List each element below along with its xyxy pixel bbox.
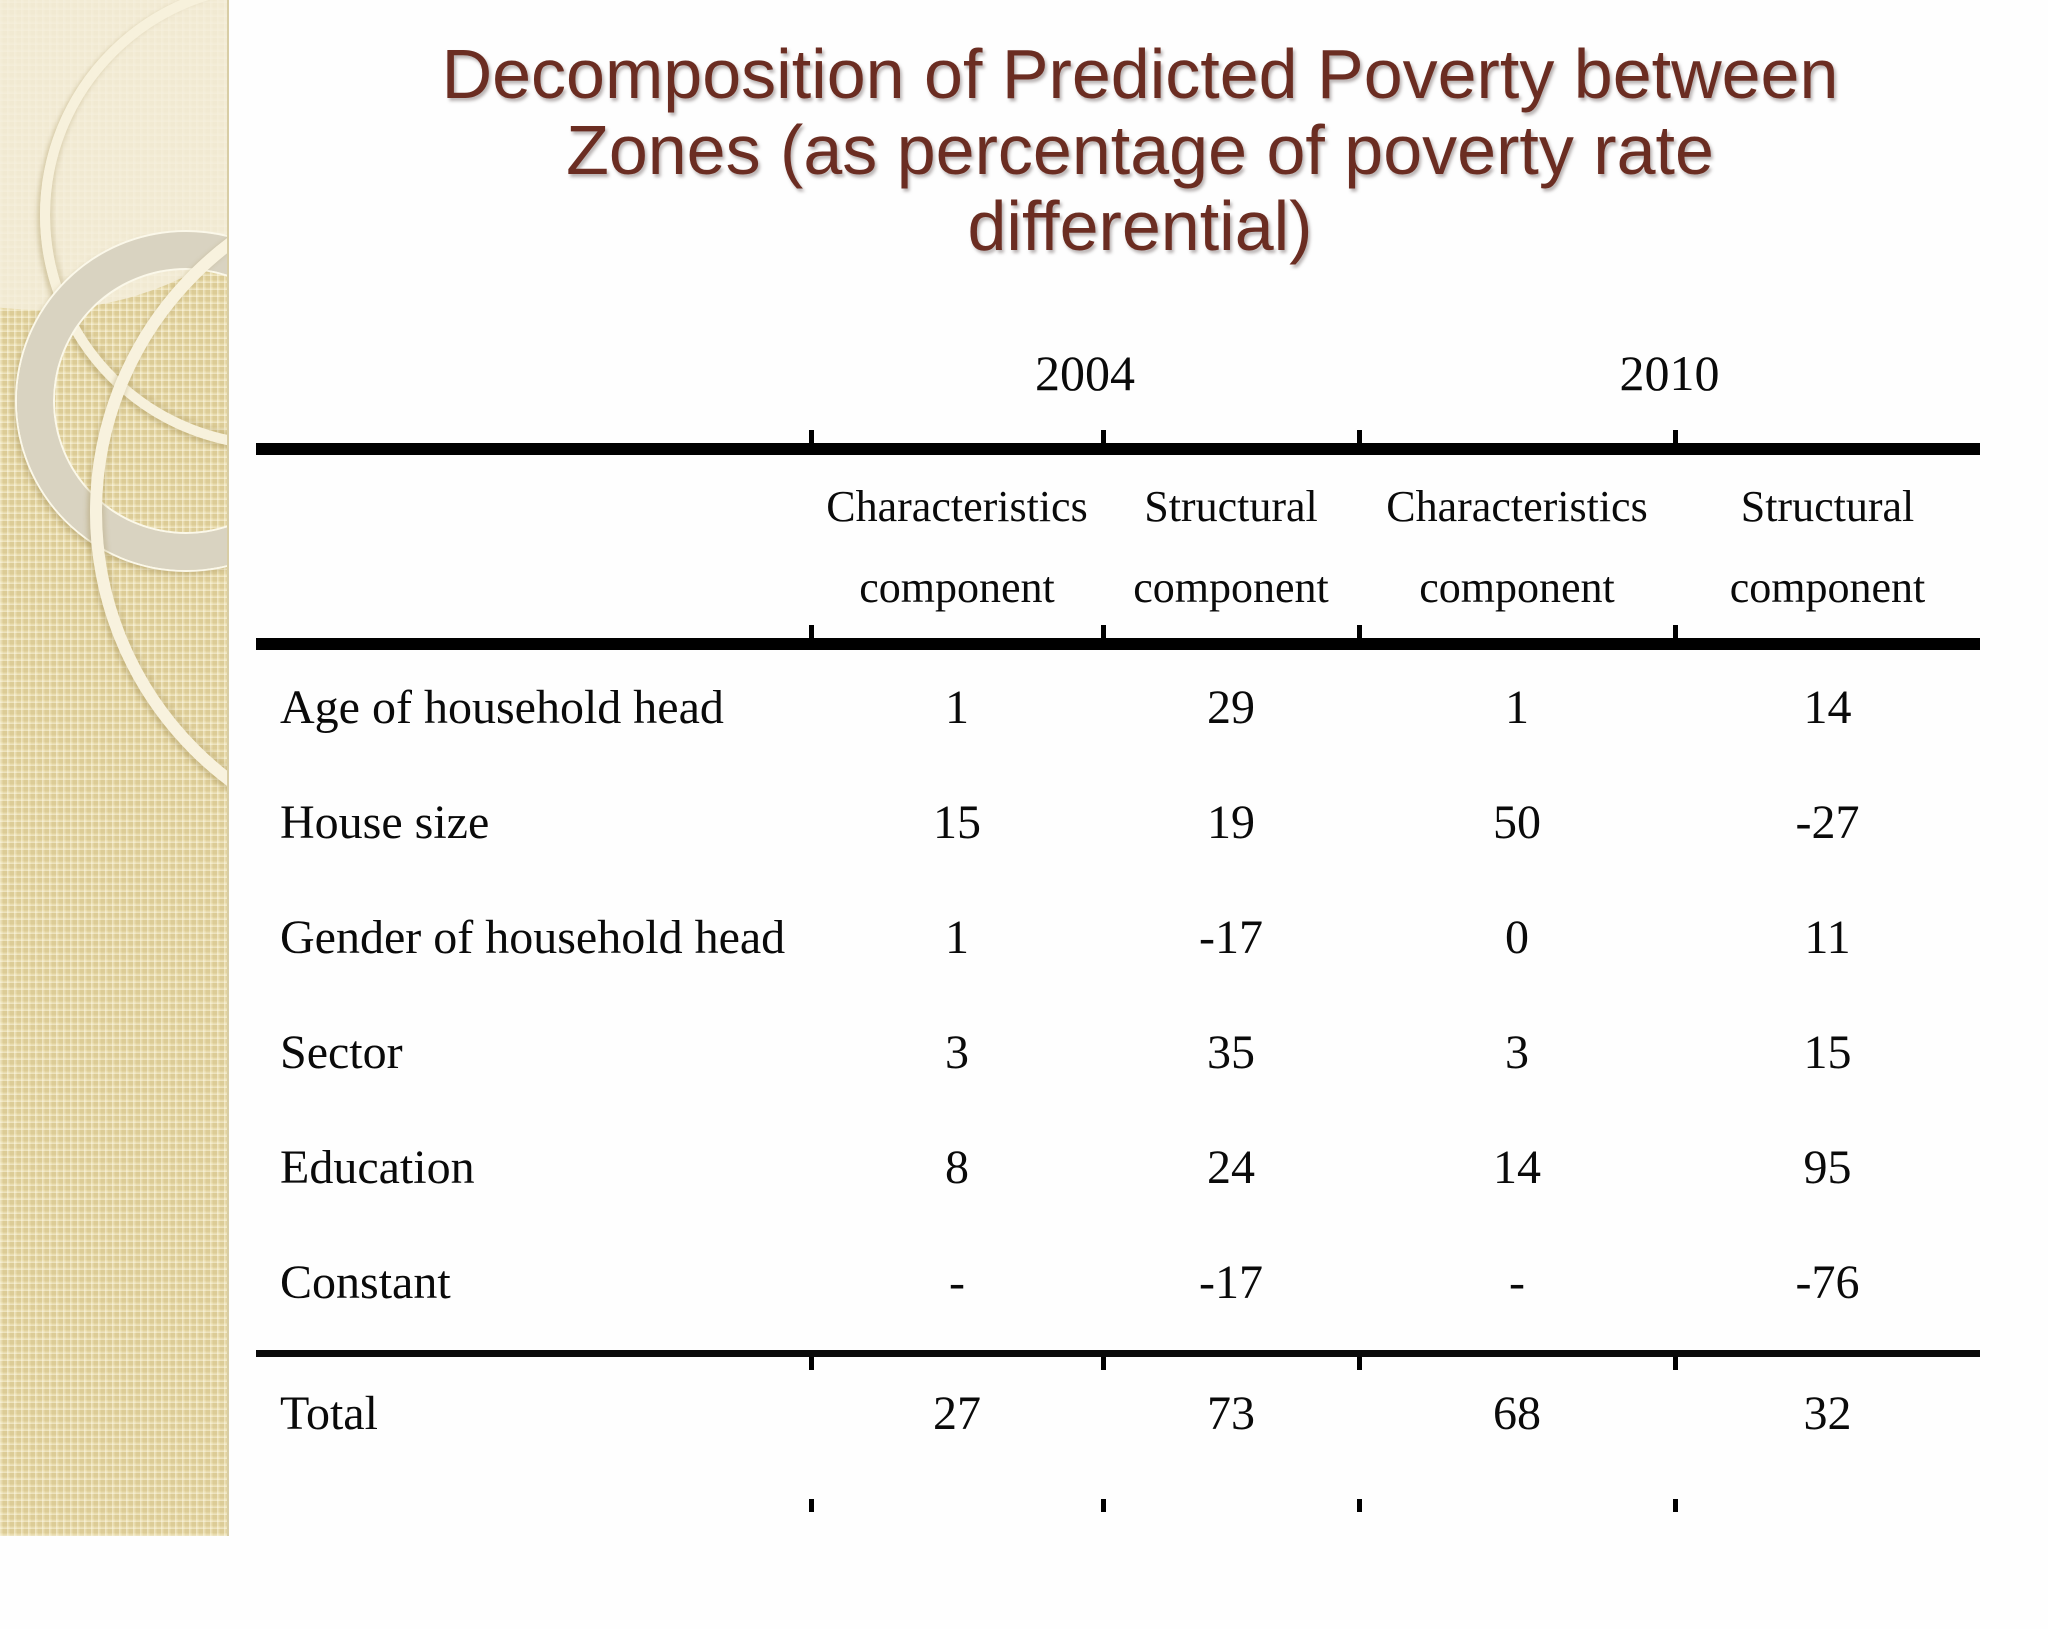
column-header-line: component (1133, 562, 1329, 612)
column-header-line: Structural (1740, 481, 1915, 531)
table-tick (1101, 625, 1106, 638)
table-cell: 19 (1207, 796, 1255, 849)
column-header-line: component (859, 562, 1055, 612)
spacer (256, 415, 1980, 443)
row-label: Constant (280, 1256, 451, 1309)
table-cell: 1 (1505, 681, 1529, 734)
table-tick (809, 625, 814, 638)
decomposition-table: 2004 2010 Characteristics component Stru… (256, 330, 1980, 1629)
table-tick (809, 430, 814, 443)
row-label: Education (280, 1141, 475, 1194)
row-label: Gender of household head (280, 911, 786, 964)
table-tick (1357, 430, 1362, 443)
table-row: House size 15 19 50 -27 (256, 765, 1980, 880)
table-tick (1101, 1357, 1106, 1370)
table-cell: 1 (945, 681, 969, 734)
table-tick (1673, 625, 1678, 638)
table-tick (1673, 1357, 1678, 1370)
table-cell: 14 (1493, 1141, 1541, 1194)
table-cell: 15 (1803, 1026, 1852, 1079)
table-tick (1101, 1499, 1106, 1512)
table-cell: -27 (1795, 796, 1860, 849)
table-cell: 32 (1803, 1386, 1852, 1440)
table-cell: -17 (1199, 911, 1263, 964)
slide-title-line-3: differential) (967, 187, 1313, 265)
table-tick (1673, 430, 1678, 443)
spacer (256, 1340, 1980, 1350)
row-label: House size (280, 796, 490, 849)
table-row: Sector 3 35 3 15 (256, 995, 1980, 1110)
column-header-line: Characteristics (1386, 481, 1648, 531)
table-cell: 14 (1803, 681, 1852, 734)
slide: { "slide": { "title_lines": [ "Decomposi… (0, 0, 2020, 1536)
column-header-row: Characteristics component Structural com… (256, 455, 1980, 638)
table-tick (809, 1499, 814, 1512)
row-label: Sector (280, 1026, 403, 1079)
theme-sidebar (0, 0, 229, 1536)
column-header-line: Characteristics (826, 481, 1088, 531)
table-cell: 3 (1505, 1026, 1529, 1079)
row-label: Age of household head (280, 681, 724, 734)
table-row: Education 8 24 14 95 (256, 1110, 1980, 1225)
table-tick (1357, 625, 1362, 638)
table-total-rule (256, 1350, 1980, 1357)
column-header-line: component (1729, 562, 1926, 612)
table-tick (1357, 1499, 1362, 1512)
table-row: Age of household head 1 29 1 14 (256, 650, 1980, 765)
table-header-rule (256, 638, 1980, 650)
table-cell: - (1509, 1256, 1525, 1309)
table-tick (1357, 1357, 1362, 1370)
table-cell: 27 (933, 1386, 981, 1440)
table-top-rule (256, 443, 1980, 455)
table-cell: 68 (1493, 1386, 1541, 1440)
row-label: Total (280, 1386, 378, 1440)
table-cell: 0 (1505, 911, 1529, 964)
table-cell: 24 (1207, 1141, 1255, 1194)
column-header: Structural component (1103, 455, 1359, 638)
table-cell: 73 (1207, 1386, 1255, 1440)
table-tick (1101, 430, 1106, 443)
table-cell: 50 (1493, 796, 1541, 849)
table-cell: 3 (945, 1026, 969, 1079)
table-cell: 29 (1207, 681, 1255, 734)
table-cell: - (949, 1256, 965, 1309)
table-cell: 35 (1207, 1026, 1255, 1079)
table-cell: 1 (945, 911, 969, 964)
column-header: Structural component (1675, 455, 1980, 638)
column-header: Characteristics component (811, 455, 1103, 638)
table-row: Constant - -17 - -76 (256, 1225, 1980, 1340)
spacer (256, 1469, 1980, 1629)
table-tick (1673, 1499, 1678, 1512)
table-cell: 15 (933, 796, 981, 849)
slide-title-line-1: Decomposition of Predicted Poverty betwe… (441, 35, 1839, 113)
table-cell: 11 (1804, 911, 1851, 964)
column-header-line: component (1419, 562, 1615, 612)
column-header-line: Structural (1144, 481, 1318, 531)
year-header-row: 2004 2010 (256, 330, 1980, 415)
column-header: Characteristics component (1359, 455, 1675, 638)
column-header-empty (256, 455, 811, 638)
table-cell: -17 (1199, 1256, 1263, 1309)
table-total-row: Total 27 73 68 32 (256, 1357, 1980, 1469)
table-cell: 8 (945, 1141, 969, 1194)
slide-title-line-2: Zones (as percentage of poverty rate (566, 111, 1714, 189)
year-header-2010: 2010 (1619, 344, 1720, 401)
table-cell: 95 (1803, 1141, 1852, 1194)
year-header-2004: 2004 (1035, 344, 1135, 401)
table-tick (809, 1357, 814, 1370)
table-row: Gender of household head 1 -17 0 11 (256, 880, 1980, 995)
table-cell: -76 (1795, 1256, 1860, 1309)
slide-title: Decomposition of Predicted Poverty betwe… (260, 36, 2020, 264)
